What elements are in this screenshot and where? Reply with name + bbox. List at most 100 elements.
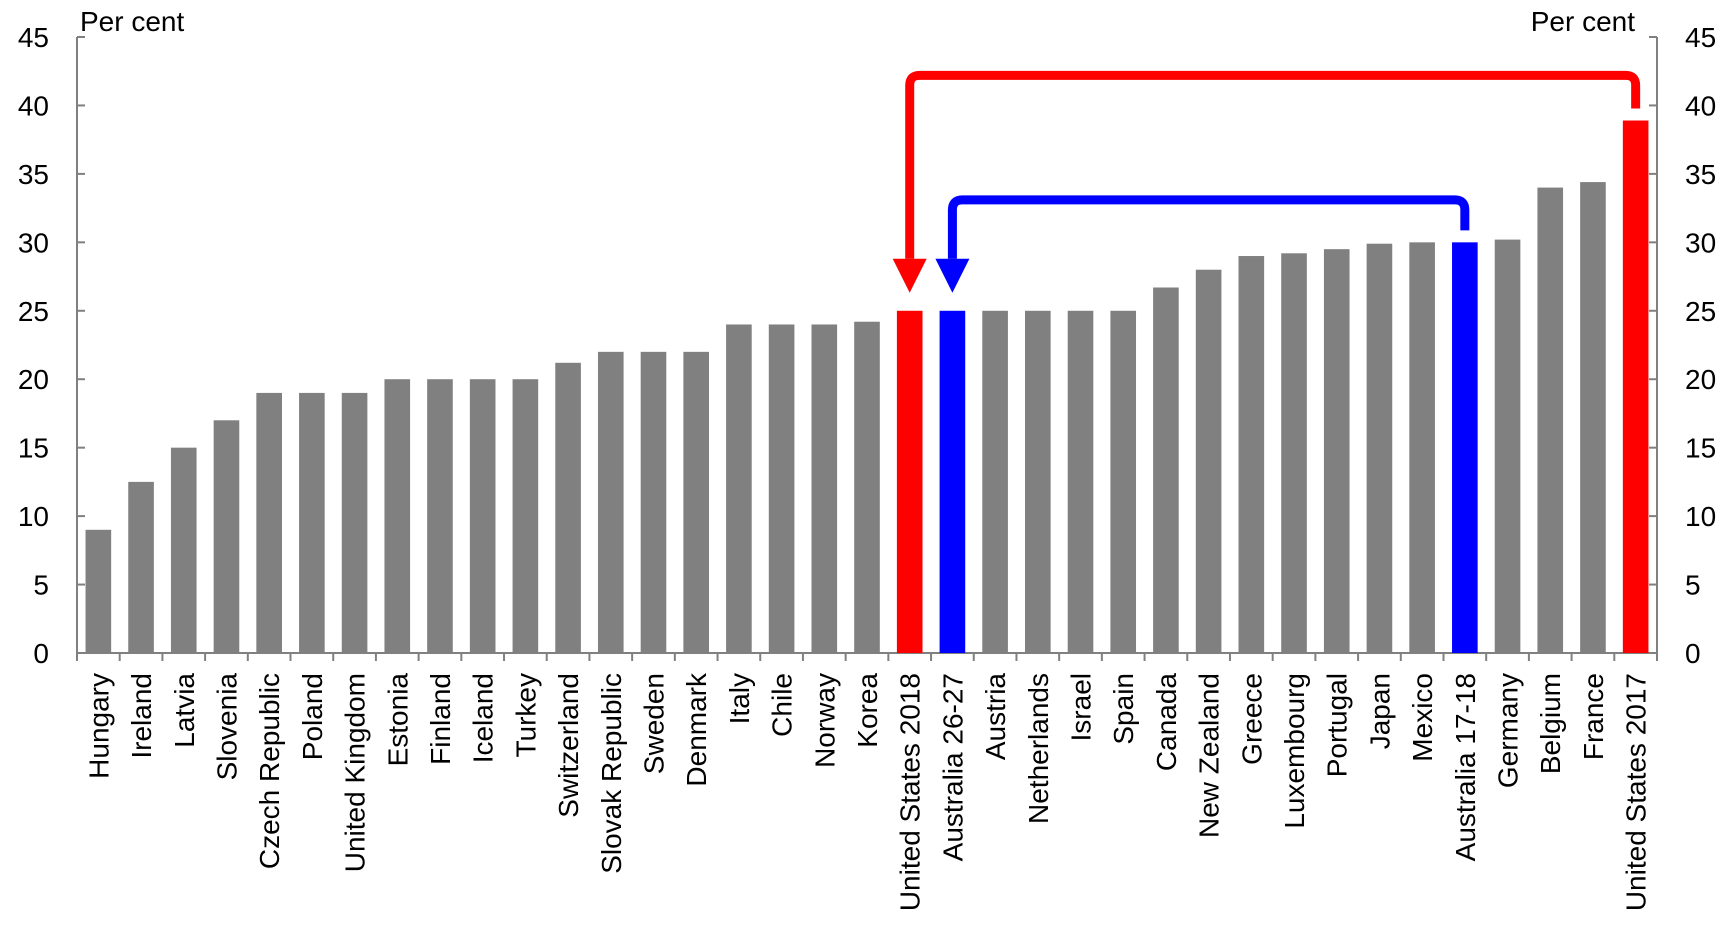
category-label: United Kingdom — [340, 673, 371, 872]
bar-slovenia — [213, 420, 240, 653]
category-label: United States 2018 — [895, 673, 926, 911]
bar-belgium — [1537, 187, 1564, 654]
bar-israel — [1067, 310, 1094, 653]
bar-norway — [811, 324, 838, 653]
bar-united-states-2018 — [896, 310, 923, 653]
category-label: Mexico — [1407, 673, 1438, 762]
category-label: Portugal — [1322, 673, 1353, 777]
right-ytick-label: 45 — [1685, 22, 1716, 53]
left-ytick-label: 40 — [18, 90, 49, 121]
right-ytick-label: 25 — [1685, 296, 1716, 327]
bar-poland — [299, 392, 325, 653]
bar-australia-17-18 — [1452, 242, 1478, 654]
right-ytick-label: 35 — [1685, 159, 1716, 190]
bar-estonia — [384, 379, 411, 653]
right-ytick-label: 20 — [1685, 364, 1716, 395]
right-ytick-label: 10 — [1685, 501, 1716, 532]
left-ytick-label: 25 — [18, 296, 49, 327]
category-label: Denmark — [681, 672, 712, 787]
bar-germany — [1494, 239, 1521, 653]
right-ytick-label: 40 — [1685, 90, 1716, 121]
left-ytick-label: 45 — [18, 22, 49, 53]
bar-chile — [768, 324, 795, 653]
bar-united-kingdom — [341, 392, 368, 653]
left-ytick-label: 0 — [33, 638, 49, 669]
category-label: Italy — [724, 673, 755, 724]
category-label: New Zealand — [1194, 673, 1225, 838]
left-ytick-label: 30 — [18, 227, 49, 258]
bar-luxembourg — [1281, 253, 1307, 654]
labels: 0 0 5 5 10 10 15 15 20 20 25 25 30 30 35 35 40 40 45 45 Per … — [18, 6, 1716, 911]
bar-iceland — [469, 379, 496, 653]
category-label: France — [1578, 673, 1609, 760]
left-ytick-label: 10 — [18, 501, 49, 532]
bar-slovak-republic — [597, 351, 624, 653]
category-label: Estonia — [382, 673, 413, 767]
bar-france — [1580, 182, 1606, 653]
right-ytick-label: 0 — [1685, 638, 1701, 669]
category-label: Japan — [1364, 673, 1395, 749]
bar-austria — [982, 310, 1008, 653]
left-unit-label: Per cent — [80, 6, 184, 37]
category-label: Latvia — [169, 673, 200, 748]
bar-turkey — [512, 379, 539, 653]
annotation-arrows — [892, 70, 1641, 293]
bar-korea — [854, 321, 880, 653]
bar-new-zealand — [1195, 269, 1222, 653]
bar-latvia — [170, 447, 197, 653]
category-label: Norway — [809, 673, 840, 768]
category-label: Belgium — [1535, 673, 1566, 774]
category-label: Iceland — [468, 673, 499, 763]
bar-finland — [427, 379, 453, 653]
bar-united-states-2017 — [1622, 120, 1649, 654]
category-label: Greece — [1236, 673, 1267, 765]
category-label: Poland — [297, 673, 328, 760]
bar-portugal — [1323, 249, 1350, 653]
category-label: Chile — [767, 673, 798, 737]
bar-australia-26-27 — [939, 310, 966, 653]
arrow-shaft-australia — [947, 195, 1470, 259]
bar-denmark — [683, 351, 709, 653]
bar-switzerland — [555, 362, 581, 653]
category-label: Israel — [1066, 673, 1097, 741]
category-label: Australia 26-27 — [937, 673, 968, 861]
bar-mexico — [1409, 242, 1435, 654]
category-label: Australia 17-18 — [1450, 673, 1481, 861]
right-ytick-label: 5 — [1685, 570, 1701, 601]
left-ytick-label: 15 — [18, 433, 49, 464]
category-label: Turkey — [510, 673, 541, 758]
category-label: United States 2017 — [1621, 673, 1652, 911]
category-label: Netherlands — [1023, 673, 1054, 824]
bar-greece — [1238, 256, 1265, 653]
category-label: Korea — [852, 673, 883, 748]
category-label: Luxembourg — [1279, 673, 1310, 829]
category-label: Slovenia — [211, 673, 242, 781]
category-label: Hungary — [83, 673, 114, 779]
right-ytick-label: 30 — [1685, 227, 1716, 258]
arrow-head-united-states — [892, 258, 927, 293]
bar-italy — [726, 324, 752, 653]
bar-canada — [1153, 287, 1179, 653]
bar-czech-republic — [256, 392, 282, 653]
bar-sweden — [640, 351, 667, 653]
bars — [85, 120, 1649, 654]
category-label: Slovak Republic — [596, 673, 627, 874]
right-unit-label: Per cent — [1531, 6, 1635, 37]
category-label: Canada — [1151, 673, 1182, 772]
bar-hungary — [85, 529, 112, 653]
arrow-shaft-united-states — [905, 70, 1641, 259]
right-ytick-label: 15 — [1685, 433, 1716, 464]
category-label: Switzerland — [553, 673, 584, 818]
category-label: Finland — [425, 673, 456, 765]
left-ytick-label: 5 — [33, 570, 49, 601]
bar-ireland — [128, 481, 154, 653]
category-label: Austria — [980, 673, 1011, 761]
left-ytick-label: 35 — [18, 159, 49, 190]
category-label: Sweden — [638, 673, 669, 774]
left-ytick-label: 20 — [18, 364, 49, 395]
category-label: Ireland — [126, 673, 157, 759]
bar-japan — [1366, 243, 1393, 654]
bar-netherlands — [1025, 310, 1051, 653]
